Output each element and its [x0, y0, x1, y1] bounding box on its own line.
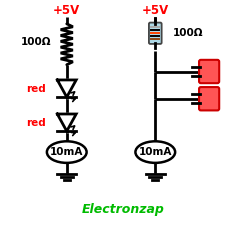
Text: red: red: [26, 118, 46, 128]
FancyBboxPatch shape: [199, 60, 219, 83]
FancyBboxPatch shape: [149, 22, 162, 44]
Ellipse shape: [47, 141, 87, 163]
Polygon shape: [57, 114, 76, 131]
Text: 100Ω: 100Ω: [173, 28, 204, 38]
Ellipse shape: [135, 141, 175, 163]
Text: red: red: [26, 84, 46, 94]
Text: +5V: +5V: [142, 4, 169, 17]
Text: 10mA: 10mA: [50, 147, 83, 157]
FancyBboxPatch shape: [199, 87, 219, 110]
Polygon shape: [57, 80, 76, 97]
Text: 100Ω: 100Ω: [21, 37, 51, 47]
Text: Electronzap: Electronzap: [82, 203, 165, 217]
Text: +5V: +5V: [53, 4, 80, 17]
Text: 10mA: 10mA: [139, 147, 172, 157]
